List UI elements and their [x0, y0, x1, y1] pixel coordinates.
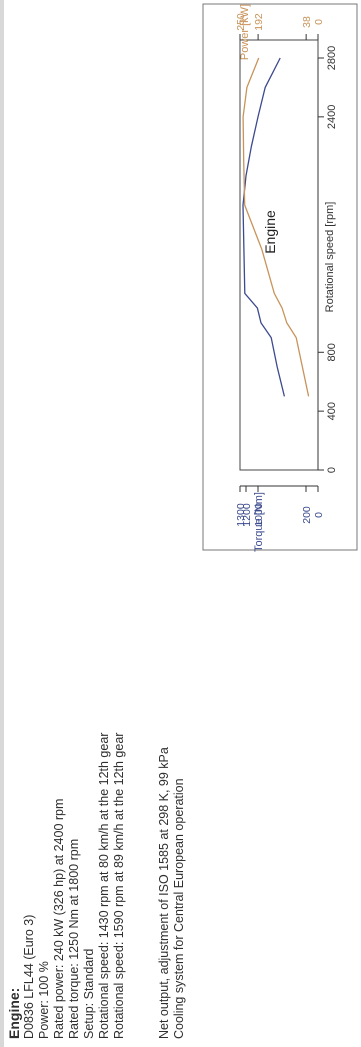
power-tick-label: 250 [235, 13, 247, 31]
power-tick-label: 38 [301, 16, 313, 28]
chart-title: Engine [262, 210, 278, 254]
power-axis-label: Power [kW] [239, 4, 251, 60]
torque-tick-label: 1300 [235, 503, 247, 527]
torque-tick-label: 200 [301, 506, 313, 524]
plot-box [239, 39, 319, 471]
torque-tick-label: 0 [313, 512, 325, 518]
chart-frame [202, 3, 358, 551]
power-tick-label: 0 [313, 19, 325, 25]
power-series-line [242, 57, 310, 397]
divider-line [0, 0, 4, 1047]
x-tick-label: 2400 [326, 105, 338, 129]
x-tick-label: 0 [326, 467, 338, 473]
torque-axis-label: Torque [Nm] [253, 492, 265, 552]
x-axis-label: Rotational speed [rpm] [324, 202, 336, 313]
x-tick-label: 400 [326, 402, 338, 420]
torque-series-line [242, 57, 286, 397]
x-tick-label: 800 [326, 343, 338, 361]
torque-tick-label: 1000 [253, 503, 265, 527]
x-tick-label: 2800 [326, 46, 338, 70]
torque-tick-label: 1200 [241, 503, 253, 527]
power-tick-label: 192 [253, 13, 265, 31]
chart-marks [239, 34, 324, 492]
